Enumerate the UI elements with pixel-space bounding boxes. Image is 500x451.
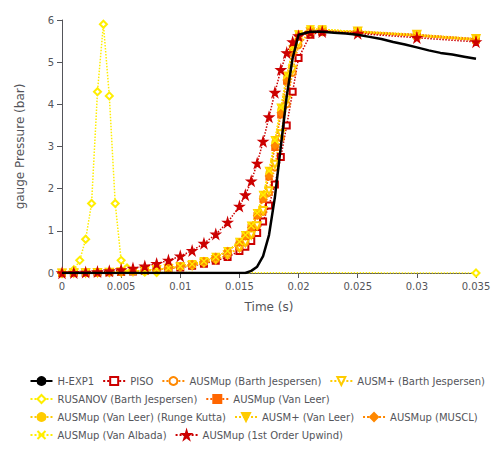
- svg-text:AUSM+ (Van Leer): AUSM+ (Van Leer): [262, 412, 354, 423]
- svg-text:0.01: 0.01: [169, 281, 191, 292]
- svg-text:AUSMup (Van Leer) (Runge Kutta: AUSMup (Van Leer) (Runge Kutta): [57, 412, 226, 423]
- svg-text:5: 5: [48, 57, 54, 68]
- svg-text:PISO: PISO: [130, 376, 153, 387]
- svg-text:4: 4: [48, 99, 54, 110]
- svg-text:AUSMup (1st Order Upwind): AUSMup (1st Order Upwind): [203, 430, 343, 441]
- svg-text:0: 0: [59, 281, 65, 292]
- svg-text:0: 0: [48, 268, 54, 279]
- svg-text:AUSMup (Barth Jespersen): AUSMup (Barth Jespersen): [189, 376, 321, 387]
- svg-text:0.025: 0.025: [343, 281, 372, 292]
- svg-text:RUSANOV (Barth Jespersen): RUSANOV (Barth Jespersen): [57, 394, 197, 405]
- svg-text:AUSM+ (Barth Jespersen): AUSM+ (Barth Jespersen): [357, 376, 485, 387]
- svg-text:AUSMup (Van Albada): AUSMup (Van Albada): [57, 430, 166, 441]
- svg-text:2: 2: [48, 183, 54, 194]
- svg-text:Time (s): Time (s): [244, 300, 294, 314]
- svg-text:0.02: 0.02: [287, 281, 309, 292]
- svg-text:gauge Pressure (bar): gauge Pressure (bar): [13, 84, 27, 210]
- svg-text:AUSMup (MUSCL): AUSMup (MUSCL): [390, 412, 478, 423]
- svg-text:0.035: 0.035: [462, 281, 491, 292]
- svg-text:AUSMup (Van Leer): AUSMup (Van Leer): [233, 394, 329, 405]
- svg-text:0.005: 0.005: [107, 281, 136, 292]
- svg-text:0.015: 0.015: [225, 281, 254, 292]
- svg-text:1: 1: [48, 225, 54, 236]
- svg-text:3: 3: [48, 141, 54, 152]
- svg-text:0.03: 0.03: [406, 281, 428, 292]
- svg-text:6: 6: [48, 15, 54, 26]
- svg-text:H-EXP1: H-EXP1: [57, 376, 94, 387]
